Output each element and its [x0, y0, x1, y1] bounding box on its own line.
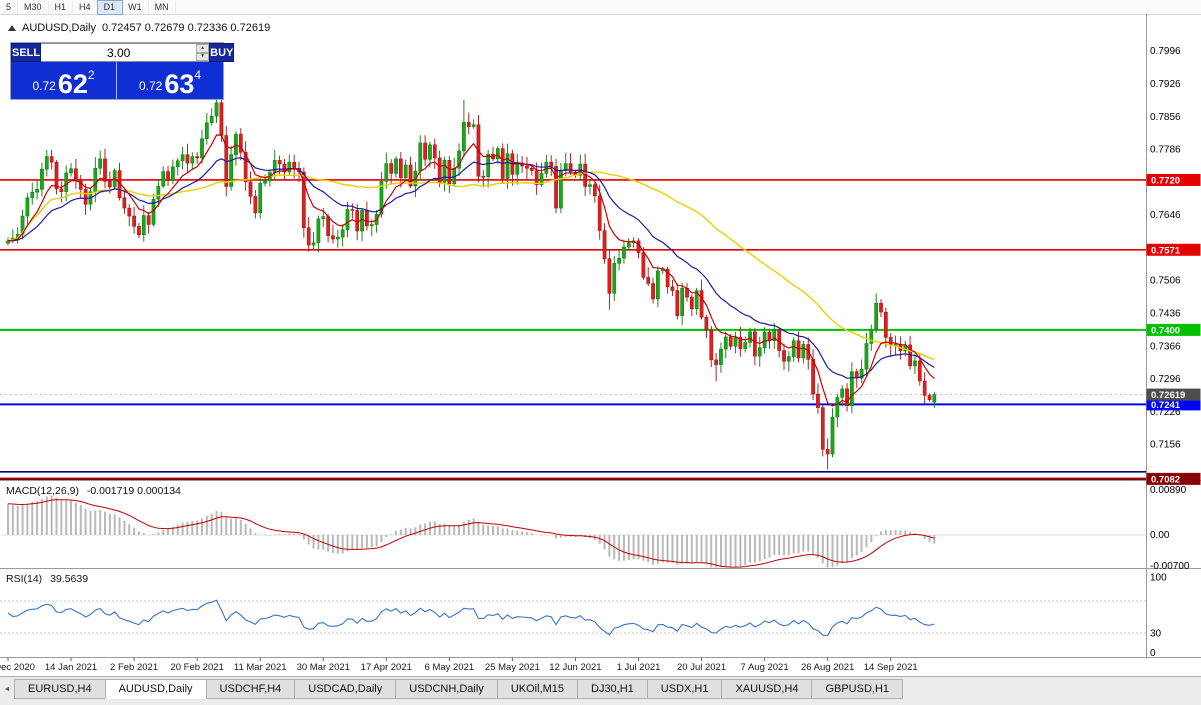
sell-button[interactable]: SELL	[11, 43, 42, 62]
chart-ohlc-values: 0.72457 0.72679 0.72336 0.72619	[101, 22, 271, 34]
pane-separators	[0, 14, 1201, 658]
svg-text:-0.00700: -0.00700	[1150, 561, 1190, 572]
buy-price-point: 4	[194, 68, 202, 82]
chart-tab-usdcad-daily[interactable]: USDCAD,Daily	[294, 679, 397, 699]
svg-text:12 Jun 2021: 12 Jun 2021	[549, 662, 601, 673]
chart-canvas[interactable]: 0.79960.79260.78560.77860.77160.76460.75…	[0, 14, 1201, 676]
price-axis-labels: 0.79960.79260.78560.77860.77160.76460.75…	[1150, 46, 1190, 659]
macd-values: -0.001719 0.000134	[86, 485, 181, 497]
svg-text:0.7856: 0.7856	[1150, 112, 1181, 123]
svg-text:0.00: 0.00	[1150, 530, 1170, 541]
chart-tab-usdcnh-daily[interactable]: USDCNH,Daily	[395, 679, 498, 699]
timeframe-button-M30[interactable]: M30	[18, 0, 49, 14]
chart-tab-usdx-h1[interactable]: USDX,H1	[646, 679, 723, 699]
svg-text:6 May 2021: 6 May 2021	[425, 662, 475, 673]
tab-scroll-left-icon[interactable]: ◄	[3, 685, 11, 693]
rsi-value: 39.5639	[50, 573, 89, 585]
timeframe-button-D1[interactable]: D1	[96, 0, 124, 15]
sell-price-display[interactable]: 0.72 62 2	[11, 62, 117, 99]
sell-price-prefix: 0.72	[32, 79, 56, 93]
buy-button[interactable]: BUY	[209, 43, 235, 62]
volume-up-icon[interactable]: ▲	[196, 44, 210, 53]
chart-area: 0.79960.79260.78560.77860.77160.76460.75…	[0, 14, 1201, 676]
price-tags: 0.7720 0.7571 0.7400 0.7241 0.7082 0.72619	[1146, 173, 1201, 485]
chart-tab-gbpusd-h1[interactable]: GBPUSD,H1	[811, 679, 904, 699]
svg-text:11 Mar 2021: 11 Mar 2021	[234, 662, 287, 673]
svg-text:0.7720: 0.7720	[1151, 175, 1180, 186]
volume-down-icon[interactable]: ▼	[196, 52, 210, 61]
ma-fast-red	[7, 134, 935, 407]
chart-symbol-label: AUDUSD,Daily	[22, 22, 96, 34]
svg-text:7 Aug 2021: 7 Aug 2021	[741, 662, 789, 673]
svg-text:0.7226: 0.7226	[1150, 407, 1181, 418]
svg-text:14 Jan 2021: 14 Jan 2021	[45, 662, 97, 673]
svg-text:0.7436: 0.7436	[1150, 309, 1181, 320]
chart-tab-audusd-daily[interactable]: AUDUSD,Daily	[104, 679, 207, 699]
svg-text:14 Sep 2021: 14 Sep 2021	[864, 662, 918, 673]
svg-text:0.72619: 0.72619	[1151, 390, 1185, 401]
rsi-name: RSI(14)	[6, 573, 43, 585]
timeframe-button-W1[interactable]: W1	[122, 0, 149, 14]
svg-text:0.7082: 0.7082	[1151, 474, 1180, 485]
buy-price-pips: 63	[164, 69, 195, 99]
date-axis: 24 Dec 2020 14 Jan 2021 2 Feb 2021 20 Feb 2…	[0, 657, 918, 673]
macd-signal-line	[7, 499, 935, 568]
chart-tab-ukoil-m15[interactable]: UKOil,M15	[496, 679, 578, 699]
svg-text:0.7366: 0.7366	[1150, 341, 1181, 352]
svg-text:20 Jul 2021: 20 Jul 2021	[677, 662, 726, 673]
candles-layer	[6, 95, 937, 470]
svg-text:0.7506: 0.7506	[1150, 276, 1181, 287]
svg-text:30: 30	[1150, 629, 1162, 640]
timeframe-toolbar: 5 M30 H1 H4 D1 W1 MN	[0, 0, 1201, 15]
svg-text:0.7926: 0.7926	[1150, 79, 1181, 90]
svg-text:100: 100	[1150, 573, 1167, 584]
timeframe-button-H4[interactable]: H4	[73, 0, 98, 14]
buy-price-prefix: 0.72	[138, 79, 163, 93]
oct-collapse-icon[interactable]	[8, 25, 16, 31]
svg-text:0.7296: 0.7296	[1150, 374, 1181, 385]
svg-text:0.7786: 0.7786	[1150, 145, 1181, 156]
one-click-trading-panel: SELL ▲ ▼ BUY 0.72 62 2 0.72	[10, 42, 235, 100]
rsi-indicator-label: RSI(14) 39.5639	[6, 573, 88, 585]
svg-text:0.7571: 0.7571	[1151, 245, 1181, 256]
svg-text:0.7241: 0.7241	[1151, 400, 1181, 411]
svg-text:24 Dec 2020: 24 Dec 2020	[0, 662, 35, 673]
macd-indicator-label: MACD(12,26,9) -0.001719 0.000134	[6, 485, 181, 497]
ma-slow-yellow	[7, 171, 935, 361]
volume-box: ▲ ▼	[41, 43, 210, 62]
chart-tab-eurusd-h4[interactable]: EURUSD,H4	[14, 679, 106, 699]
svg-text:17 Apr 2021: 17 Apr 2021	[361, 662, 412, 673]
support-resistance-lines	[0, 179, 1146, 481]
svg-text:20 Feb 2021: 20 Feb 2021	[170, 662, 223, 673]
chart-tab-xauusd-h4[interactable]: XAUUSD,H4	[721, 679, 813, 699]
svg-text:0.7156: 0.7156	[1150, 440, 1181, 451]
svg-text:0.00890: 0.00890	[1150, 485, 1187, 496]
buy-price-display[interactable]: 0.72 63 4	[117, 62, 223, 99]
sell-price-point: 2	[87, 68, 95, 82]
svg-text:1 Jul 2021: 1 Jul 2021	[617, 662, 661, 673]
svg-text:26 Aug 2021: 26 Aug 2021	[801, 662, 854, 673]
rsi-line	[7, 599, 935, 637]
chart-tabs-bar: ◄ EURUSD,H4 AUDUSD,Daily USDCHF,H4 USDCAD,D…	[0, 676, 1201, 705]
timeframe-button-5[interactable]: 5	[0, 0, 19, 14]
svg-text:30 Mar 2021: 30 Mar 2021	[297, 662, 350, 673]
svg-text:0: 0	[1150, 648, 1156, 659]
svg-text:2 Feb 2021: 2 Feb 2021	[110, 662, 158, 673]
svg-text:25 May 2021: 25 May 2021	[485, 662, 540, 673]
chart-symbol-line: AUDUSD,Daily 0.72457 0.72679 0.72336 0.7…	[8, 22, 270, 34]
chart-tab-dj30-h1[interactable]: DJ30,H1	[577, 679, 648, 699]
timeframe-button-H1[interactable]: H1	[49, 0, 74, 14]
macd-name: MACD(12,26,9)	[6, 485, 79, 497]
svg-text:0.7996: 0.7996	[1150, 46, 1181, 57]
timeframe-button-MN[interactable]: MN	[149, 0, 176, 14]
svg-text:0.7400: 0.7400	[1151, 325, 1180, 336]
sell-price-pips: 62	[57, 69, 88, 99]
volume-input[interactable]	[41, 44, 197, 61]
volume-spinner: ▲ ▼	[196, 44, 210, 61]
chart-tab-usdchf-h4[interactable]: USDCHF,H4	[205, 679, 296, 699]
svg-text:0.7646: 0.7646	[1150, 210, 1181, 221]
